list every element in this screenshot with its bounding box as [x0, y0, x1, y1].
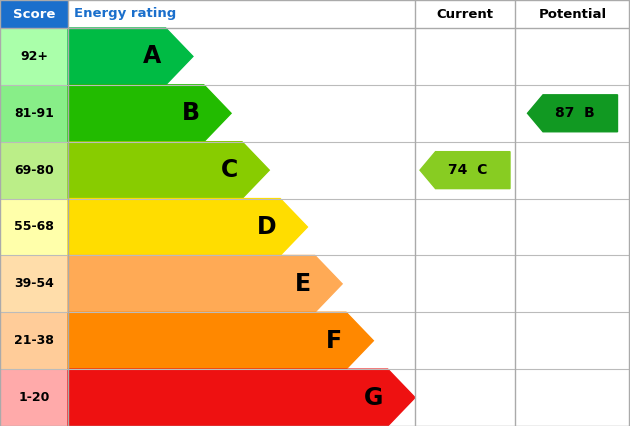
Text: F: F — [326, 329, 342, 353]
Text: Score: Score — [13, 8, 55, 20]
Text: G: G — [364, 386, 384, 409]
Polygon shape — [68, 28, 193, 85]
Polygon shape — [68, 199, 307, 256]
Bar — [0, 312, 68, 369]
Text: 87  B: 87 B — [555, 106, 595, 120]
Text: Energy rating: Energy rating — [74, 8, 176, 20]
Bar — [68, 28, 630, 85]
Bar — [68, 85, 630, 142]
Text: 39-54: 39-54 — [14, 277, 54, 291]
Text: 74  C: 74 C — [448, 163, 487, 177]
Text: E: E — [295, 272, 311, 296]
Bar — [0, 199, 68, 256]
Bar — [68, 369, 630, 426]
Text: 1-20: 1-20 — [18, 391, 50, 404]
Polygon shape — [420, 152, 510, 189]
Bar — [0, 0, 630, 28]
Bar — [0, 28, 68, 85]
Polygon shape — [68, 85, 231, 142]
Text: A: A — [144, 44, 162, 69]
Bar — [68, 312, 630, 369]
Text: Current: Current — [437, 8, 493, 20]
Text: 55-68: 55-68 — [14, 221, 54, 233]
Text: 92+: 92+ — [20, 50, 48, 63]
Bar — [68, 199, 630, 256]
Text: 69-80: 69-80 — [14, 164, 54, 177]
Text: 21-38: 21-38 — [14, 334, 54, 347]
Text: 81-91: 81-91 — [14, 107, 54, 120]
Polygon shape — [68, 369, 415, 426]
Bar — [0, 369, 68, 426]
Bar — [68, 256, 630, 312]
Text: C: C — [220, 158, 238, 182]
Bar — [0, 85, 68, 142]
Text: D: D — [256, 215, 276, 239]
Text: B: B — [182, 101, 200, 125]
Bar — [0, 142, 68, 199]
Text: Potential: Potential — [539, 8, 607, 20]
Bar — [68, 142, 630, 199]
Bar — [0, 256, 68, 312]
Polygon shape — [68, 256, 342, 312]
Polygon shape — [68, 142, 269, 199]
Polygon shape — [68, 312, 374, 369]
Polygon shape — [527, 95, 617, 132]
Bar — [0, 0, 68, 28]
